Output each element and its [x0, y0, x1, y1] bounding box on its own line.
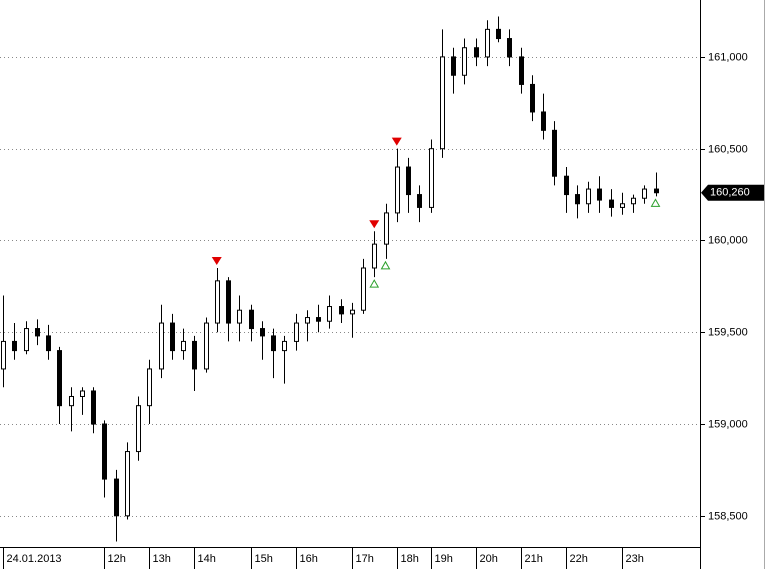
candle-body — [102, 423, 107, 480]
y-tick-label: 159,000 — [708, 418, 748, 430]
candle-body — [654, 188, 659, 194]
candle-body — [462, 47, 467, 76]
candle-body — [395, 166, 400, 214]
candle-body — [170, 322, 175, 352]
x-tick-label: 23h — [626, 553, 644, 565]
x-tick-label: 16h — [300, 553, 318, 565]
y-tick-label: 160,500 — [708, 143, 748, 155]
y-tick-label: 160,000 — [708, 234, 748, 246]
candle-body — [575, 194, 580, 205]
x-tick-label: 20h — [480, 553, 498, 565]
buy-signal — [380, 260, 391, 270]
sell-signal — [211, 256, 222, 265]
candle-body — [215, 280, 220, 324]
candle-body — [552, 129, 557, 177]
candle-body — [260, 328, 265, 337]
candle-body — [440, 56, 445, 150]
candle-body — [485, 28, 490, 58]
x-tick-label: 12h — [108, 553, 126, 565]
x-tick-label: 14h — [198, 553, 216, 565]
candle-body — [294, 322, 299, 342]
candle-body — [361, 267, 366, 311]
sell-signal — [391, 137, 402, 146]
candle-body — [147, 368, 152, 407]
candle-body — [642, 188, 647, 199]
candle-body — [417, 194, 422, 208]
candle-body — [429, 148, 434, 208]
y-tick-label: 161,000 — [708, 51, 748, 63]
x-tick-label: 15h — [255, 553, 273, 565]
candle-body — [181, 340, 186, 352]
candle-body — [586, 188, 591, 205]
candle-body — [620, 203, 625, 208]
candle-body — [159, 322, 164, 370]
candle-body — [271, 335, 276, 352]
candle-body — [80, 390, 85, 397]
sell-signal — [369, 220, 380, 229]
last-price-label: 160,260 — [710, 187, 750, 199]
candle-body — [530, 83, 535, 113]
last-price-tag — [701, 184, 764, 201]
candle-body — [564, 175, 569, 196]
candle-body — [631, 197, 636, 205]
x-tick-label: 22h — [570, 553, 588, 565]
candle-body — [35, 328, 40, 337]
candle-body — [249, 309, 254, 330]
candle-body — [192, 340, 197, 370]
candle-body — [541, 111, 546, 131]
candle-body — [474, 47, 479, 58]
candle-body — [12, 340, 17, 352]
y-tick-label: 158,500 — [708, 510, 748, 522]
candle-body — [519, 56, 524, 85]
candle-body — [406, 166, 411, 196]
candle-body — [597, 188, 602, 201]
x-tick-label: 18h — [401, 553, 419, 565]
candle-body — [136, 405, 141, 453]
candle-body — [316, 317, 321, 322]
candle-body — [57, 350, 62, 407]
candle-body — [204, 322, 209, 370]
candle-body — [226, 280, 231, 324]
x-tick-label: 13h — [153, 553, 171, 565]
buy-signal — [369, 279, 380, 288]
candle-body — [24, 328, 29, 352]
candle-body — [305, 317, 310, 324]
candle-body — [609, 199, 614, 208]
x-tick-label: 17h — [356, 553, 374, 565]
candle-body — [69, 395, 74, 407]
candle-body — [372, 243, 377, 269]
candle-body — [496, 28, 501, 40]
candle-body — [237, 309, 242, 324]
x-tick-label: 19h — [435, 553, 453, 565]
candle-body — [384, 212, 389, 245]
candle-body — [1, 340, 6, 370]
candle-body — [91, 390, 96, 425]
candle-body — [327, 306, 332, 322]
candle-body — [451, 56, 456, 76]
candle-body — [125, 451, 130, 517]
buy-signal — [650, 198, 661, 207]
y-tick-label: 159,500 — [708, 326, 748, 338]
candle-body — [282, 340, 287, 352]
candle-body — [46, 335, 51, 352]
x-tick-label: 24.01.2013 — [7, 553, 62, 565]
x-tick-label: 21h — [525, 553, 543, 565]
candle-body — [350, 309, 355, 315]
candle-body — [339, 306, 344, 315]
candle-body — [507, 38, 512, 58]
candle-body — [114, 478, 119, 517]
